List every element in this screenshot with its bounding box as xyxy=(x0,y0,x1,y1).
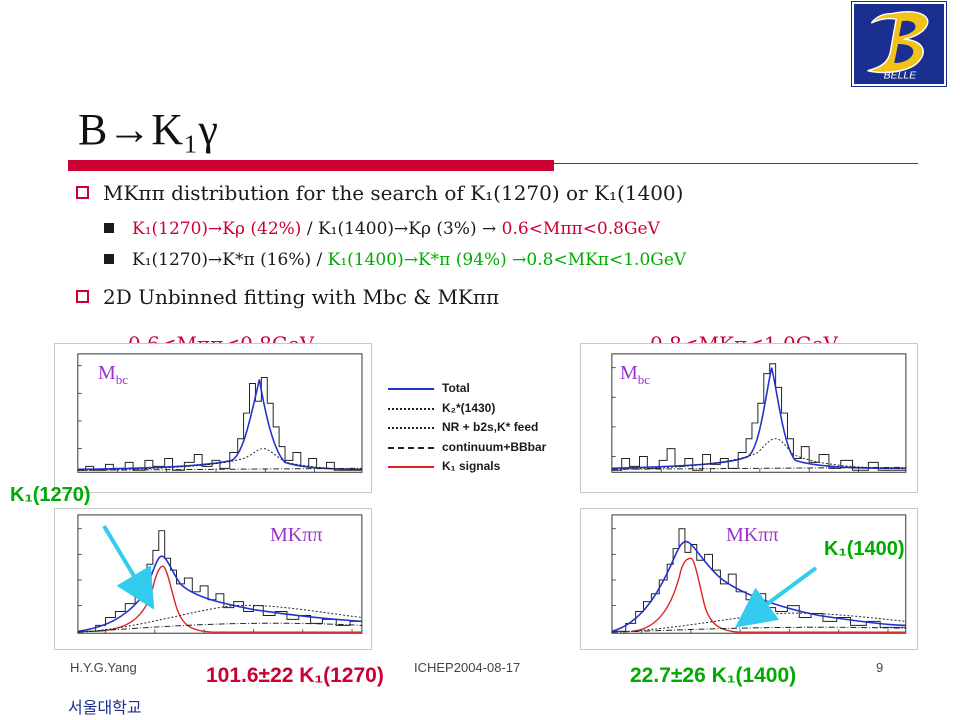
bullet-mkpp-distribution: MKππ distribution for the search of K₁(1… xyxy=(76,181,683,205)
left-mkpp-label: MKππ xyxy=(270,524,323,546)
fit-legend: Total K₂*(1430) NR + b2s,K* feed continu… xyxy=(388,380,598,480)
legend-label-nr: NR + b2s,K* feed xyxy=(442,420,539,434)
footer-university: 서울대학교 xyxy=(68,698,142,717)
square-bullet-icon xyxy=(104,223,114,233)
left-mkpp-plot xyxy=(54,508,372,650)
right-mbc-plot xyxy=(580,343,918,493)
left-mbc-label: Mbc xyxy=(98,362,129,387)
subbullet-separator: / K₁(1400)→Kρ (3%) → xyxy=(301,219,502,239)
slide-title: B→K₁γ xyxy=(78,105,218,154)
right-mbc-label: Mbc xyxy=(620,362,651,387)
legend-continuum: continuum+BBbar xyxy=(388,439,598,459)
legend-total: Total xyxy=(388,380,598,400)
k1-1400-annotation: K₁(1400) xyxy=(824,538,905,560)
footer-conference: ICHEP2004-08-17 xyxy=(414,660,521,675)
footer-author: H.Y.G.Yang xyxy=(70,660,137,675)
legend-line-total xyxy=(388,388,434,390)
legend-label-k2star: K₂*(1430) xyxy=(442,400,496,415)
legend-k1: K₁ signals xyxy=(388,458,598,478)
square-bullet-icon xyxy=(104,254,114,264)
subbullet-left-text: K₁(1270)→K*π (16%) / xyxy=(132,250,328,270)
belle-logo: BELLE xyxy=(851,1,947,87)
footer-page-number: 9 xyxy=(876,660,884,675)
bullet-box-icon xyxy=(76,290,89,303)
legend-line-k2star xyxy=(388,407,434,410)
subbullet-green-text: K₁(1400)→K*π (94%) → xyxy=(327,250,527,270)
yield-k1-1400: 22.7±26 K₁(1400) xyxy=(630,664,797,687)
legend-label-k1: K₁ signals xyxy=(442,459,501,473)
legend-k2star: K₂*(1430) xyxy=(388,400,598,420)
title-underline-thin xyxy=(548,163,918,164)
bullet-text: MKππ distribution for the search of K₁(1… xyxy=(103,181,684,205)
left-mbc-plot xyxy=(54,343,372,493)
subbullet-red-text: K₁(1270)→Kρ (42%) xyxy=(132,219,302,239)
legend-line-nr xyxy=(388,427,434,429)
belle-logo-text: BELLE xyxy=(884,70,918,81)
legend-nr: NR + b2s,K* feed xyxy=(388,419,598,439)
subbullet-kstar-pi: K₁(1270)→K*π (16%) / K₁(1400)→K*π (94%) … xyxy=(104,250,686,270)
subbullet-cut: 0.6<Mππ<0.8GeV xyxy=(501,219,660,239)
bullet-2d-fitting: 2D Unbinned fitting with Mbc & MKππ xyxy=(76,285,499,309)
right-mkpp-label: MKππ xyxy=(726,524,779,546)
yield-k1-1270: 101.6±22 K₁(1270) xyxy=(206,664,384,687)
subbullet-k-rho: K₁(1270)→Kρ (42%) / K₁(1400)→Kρ (3%) → 0… xyxy=(104,219,660,239)
subbullet-cut: 0.8<MKπ<1.0GeV xyxy=(526,250,687,270)
bullet-text: 2D Unbinned fitting with Mbc & MKππ xyxy=(103,285,500,309)
k1-1270-annotation: K₁(1270) xyxy=(10,484,91,506)
legend-label-total: Total xyxy=(442,381,470,395)
legend-line-continuum xyxy=(388,446,434,449)
title-underline xyxy=(68,160,554,171)
legend-line-k1 xyxy=(388,466,434,468)
legend-label-continuum: continuum+BBbar xyxy=(442,439,547,454)
bullet-box-icon xyxy=(76,186,89,199)
